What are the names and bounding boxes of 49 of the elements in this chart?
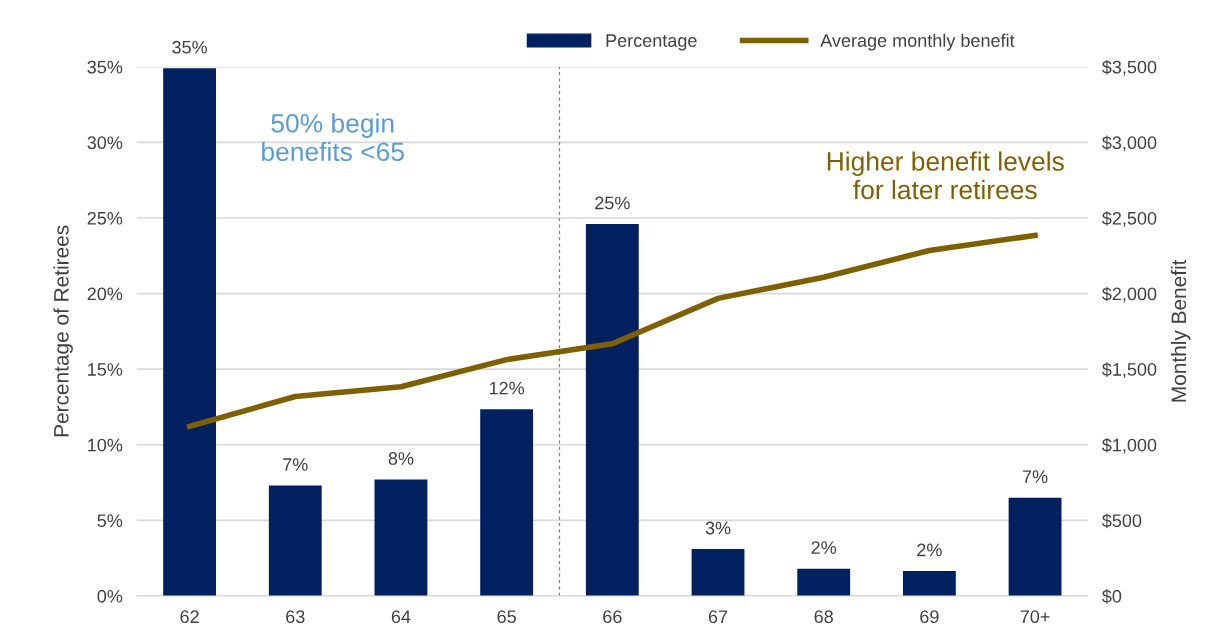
bar [480, 409, 534, 596]
y2-tick-label: $1,500 [1101, 362, 1157, 379]
y2-axis-title: Monthly Benefit [1170, 259, 1191, 402]
y2-tick-label: $0 [1101, 589, 1122, 604]
bar [1008, 497, 1062, 596]
y2-tick-label: $2,500 [1101, 211, 1157, 227]
y-tick-label: 20% [87, 287, 123, 301]
data-label: 8% [388, 452, 414, 465]
y-axis-title: Percentage of Retirees [53, 225, 73, 437]
bar [163, 68, 217, 596]
y2-tick-label: $3,500 [1101, 59, 1157, 76]
x-tick-label: 69 [920, 610, 939, 624]
x-tick-label: 68 [814, 610, 833, 624]
bar [268, 485, 322, 596]
y-tick-label: 35% [87, 60, 123, 74]
y-tick-label: 25% [87, 211, 123, 225]
data-label: 2% [917, 543, 942, 557]
bar [902, 570, 956, 596]
y2-tick-label: $1,000 [1101, 437, 1157, 454]
bar [691, 549, 745, 596]
legend-label: Average monthly benefit [820, 33, 1015, 51]
data-label: 35% [172, 40, 208, 54]
y-tick-label: 30% [87, 136, 123, 150]
data-label: 25% [595, 196, 630, 210]
legend-label: Percentage [606, 34, 697, 51]
data-label: 3% [705, 521, 731, 535]
y-tick-label: 0% [97, 589, 123, 603]
data-label: 2% [811, 541, 837, 554]
data-label: 7% [283, 458, 308, 471]
bar [797, 568, 851, 596]
y-tick-label: 10% [88, 438, 123, 452]
data-label: 7% [1022, 470, 1048, 483]
bar [374, 479, 428, 596]
x-tick-label: 65 [497, 610, 516, 624]
x-tick-label: 62 [180, 610, 199, 624]
x-tick-label: 66 [603, 610, 622, 624]
annotation: 50% begin benefits <65 [262, 113, 404, 162]
x-tick-label: 67 [708, 610, 728, 624]
y-tick-label: 5% [97, 514, 123, 528]
y2-tick-label: $3,000 [1101, 135, 1157, 152]
y2-tick-label: $2,000 [1101, 286, 1157, 303]
x-tick-label: 63 [286, 610, 305, 624]
x-tick-label: 70+ [1020, 610, 1050, 624]
data-label: 12% [489, 381, 525, 395]
bar [585, 224, 639, 596]
annotation: Higher benefit levels for later retirees [827, 151, 1064, 200]
y-tick-label: 15% [88, 363, 123, 376]
y2-tick-label: $500 [1101, 513, 1142, 529]
x-tick-label: 64 [391, 610, 411, 624]
